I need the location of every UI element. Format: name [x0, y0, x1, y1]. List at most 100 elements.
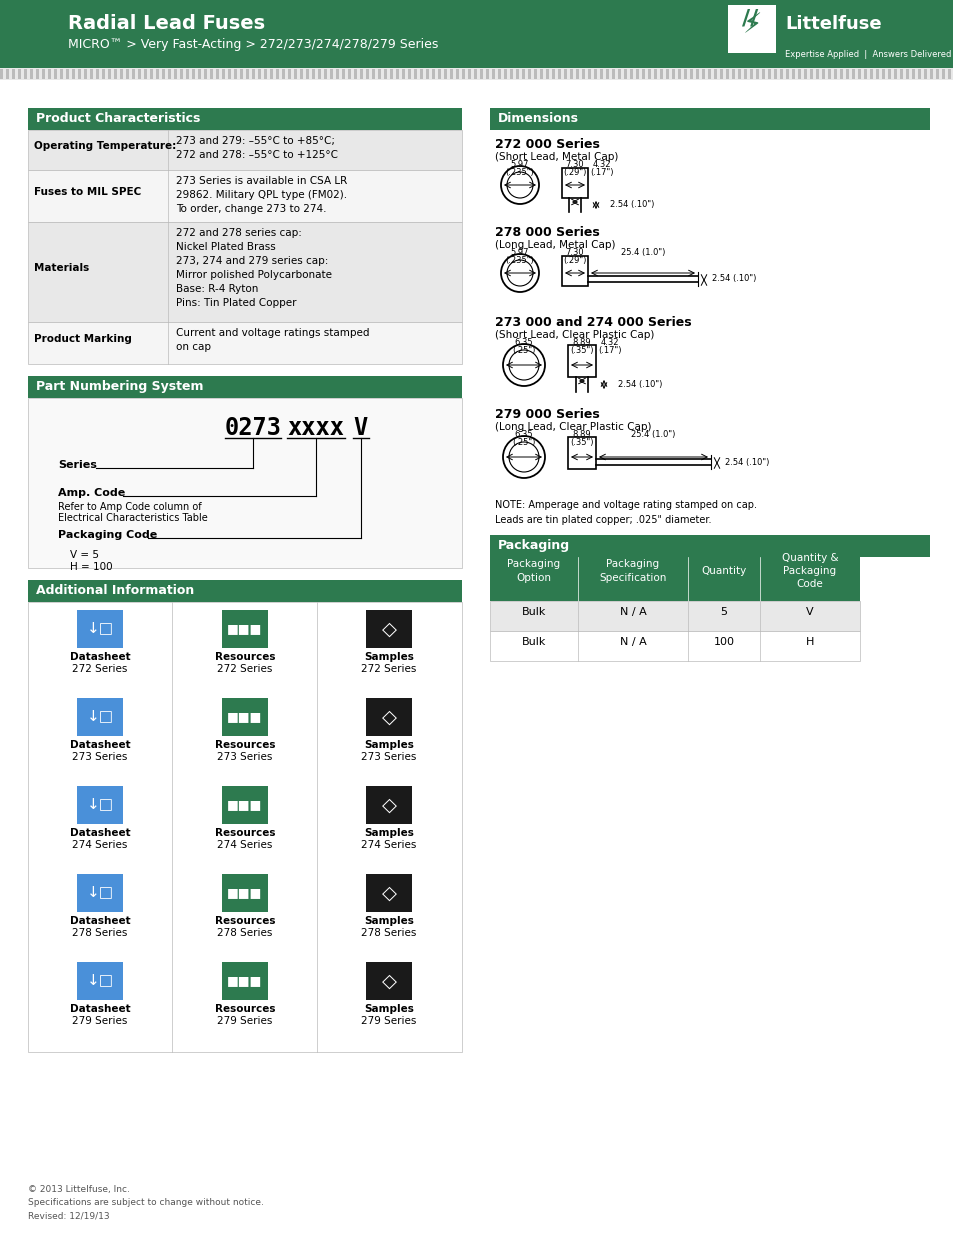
- Bar: [282, 69, 285, 79]
- Bar: [767, 69, 770, 79]
- Bar: [731, 69, 734, 79]
- Bar: [264, 69, 267, 79]
- Text: Part Numbering System: Part Numbering System: [36, 380, 203, 393]
- Bar: [222, 874, 268, 911]
- Bar: [785, 69, 788, 79]
- Bar: [893, 69, 896, 79]
- Bar: [66, 69, 69, 79]
- Bar: [384, 69, 387, 79]
- Text: Current and voltage ratings stamped
on cap: Current and voltage ratings stamped on c…: [175, 329, 369, 352]
- Bar: [456, 69, 458, 79]
- Bar: [492, 69, 495, 79]
- Text: (Short Lead, Metal Cap): (Short Lead, Metal Cap): [495, 152, 618, 162]
- Bar: [77, 610, 123, 648]
- Text: 7.30: 7.30: [565, 248, 583, 257]
- Text: Datasheet: Datasheet: [70, 652, 131, 662]
- Bar: [168, 69, 171, 79]
- Bar: [527, 69, 531, 79]
- Text: 272 Series: 272 Series: [217, 664, 273, 674]
- Bar: [12, 69, 15, 79]
- Bar: [257, 69, 261, 79]
- Bar: [28, 601, 461, 1052]
- Bar: [28, 580, 461, 601]
- Bar: [882, 69, 884, 79]
- Bar: [605, 69, 608, 79]
- Bar: [899, 69, 902, 79]
- Bar: [275, 69, 278, 79]
- Text: 4.32: 4.32: [600, 338, 618, 347]
- Text: ■■■: ■■■: [227, 710, 262, 724]
- Text: Packaging
Specification: Packaging Specification: [598, 559, 666, 583]
- Bar: [180, 69, 183, 79]
- Bar: [815, 69, 818, 79]
- Bar: [437, 69, 440, 79]
- Bar: [222, 69, 225, 79]
- Bar: [354, 69, 356, 79]
- Text: 4.32: 4.32: [592, 161, 611, 169]
- Bar: [468, 69, 471, 79]
- Bar: [173, 69, 177, 79]
- Text: N / A: N / A: [619, 606, 646, 618]
- Bar: [923, 69, 926, 79]
- Bar: [113, 69, 117, 79]
- Bar: [490, 557, 859, 601]
- Bar: [30, 69, 33, 79]
- Bar: [539, 69, 542, 79]
- Bar: [809, 69, 812, 79]
- Text: 8.89: 8.89: [572, 338, 591, 347]
- Bar: [671, 69, 675, 79]
- Bar: [156, 69, 159, 79]
- Bar: [461, 69, 464, 79]
- Bar: [377, 69, 380, 79]
- Bar: [701, 69, 704, 79]
- Bar: [294, 69, 296, 79]
- Text: 278 000 Series: 278 000 Series: [495, 226, 599, 240]
- Text: 0273: 0273: [225, 416, 282, 440]
- Text: ◇: ◇: [381, 883, 396, 903]
- Bar: [366, 610, 412, 648]
- Text: (.235"): (.235"): [505, 168, 534, 177]
- Bar: [497, 69, 500, 79]
- Text: ◇: ◇: [381, 708, 396, 726]
- Bar: [341, 69, 345, 79]
- Text: 274 Series: 274 Series: [72, 840, 128, 850]
- Bar: [288, 69, 291, 79]
- Bar: [28, 170, 461, 222]
- Text: 274 Series: 274 Series: [217, 840, 273, 850]
- Bar: [851, 69, 854, 79]
- Text: ■■■: ■■■: [227, 887, 262, 899]
- Bar: [366, 874, 412, 911]
- Bar: [222, 962, 268, 1000]
- Bar: [833, 69, 836, 79]
- Text: (Long Lead, Clear Plastic Cap): (Long Lead, Clear Plastic Cap): [495, 422, 651, 432]
- Text: Datasheet: Datasheet: [70, 916, 131, 926]
- Text: © 2013 Littelfuse, Inc.
Specifications are subject to change without notice.
Rev: © 2013 Littelfuse, Inc. Specifications a…: [28, 1186, 264, 1220]
- Bar: [330, 69, 333, 79]
- Text: 278 Series: 278 Series: [217, 927, 273, 939]
- Text: ↓□: ↓□: [87, 621, 113, 636]
- Text: 2.54 (.10"): 2.54 (.10"): [618, 379, 661, 389]
- Bar: [552, 69, 555, 79]
- Bar: [359, 69, 363, 79]
- Text: Refer to Amp Code column of: Refer to Amp Code column of: [58, 501, 201, 513]
- Text: 274 Series: 274 Series: [361, 840, 416, 850]
- Bar: [545, 69, 548, 79]
- Text: 273 Series: 273 Series: [217, 752, 273, 762]
- Text: Resources: Resources: [214, 1004, 275, 1014]
- Bar: [683, 69, 686, 79]
- Bar: [28, 375, 461, 398]
- Text: 5.97: 5.97: [510, 248, 529, 257]
- Text: 6.35: 6.35: [515, 430, 533, 438]
- Text: Amp. Code: Amp. Code: [58, 488, 125, 498]
- Text: (.25"): (.25"): [512, 438, 536, 447]
- Text: (.17"): (.17"): [598, 346, 621, 354]
- Bar: [222, 610, 268, 648]
- Bar: [474, 69, 476, 79]
- Text: Samples: Samples: [364, 652, 414, 662]
- Text: 273 Series: 273 Series: [72, 752, 128, 762]
- Text: Datasheet: Datasheet: [70, 1004, 131, 1014]
- Bar: [0, 69, 3, 79]
- Text: Bulk: Bulk: [521, 637, 546, 647]
- Bar: [647, 69, 650, 79]
- Bar: [654, 69, 657, 79]
